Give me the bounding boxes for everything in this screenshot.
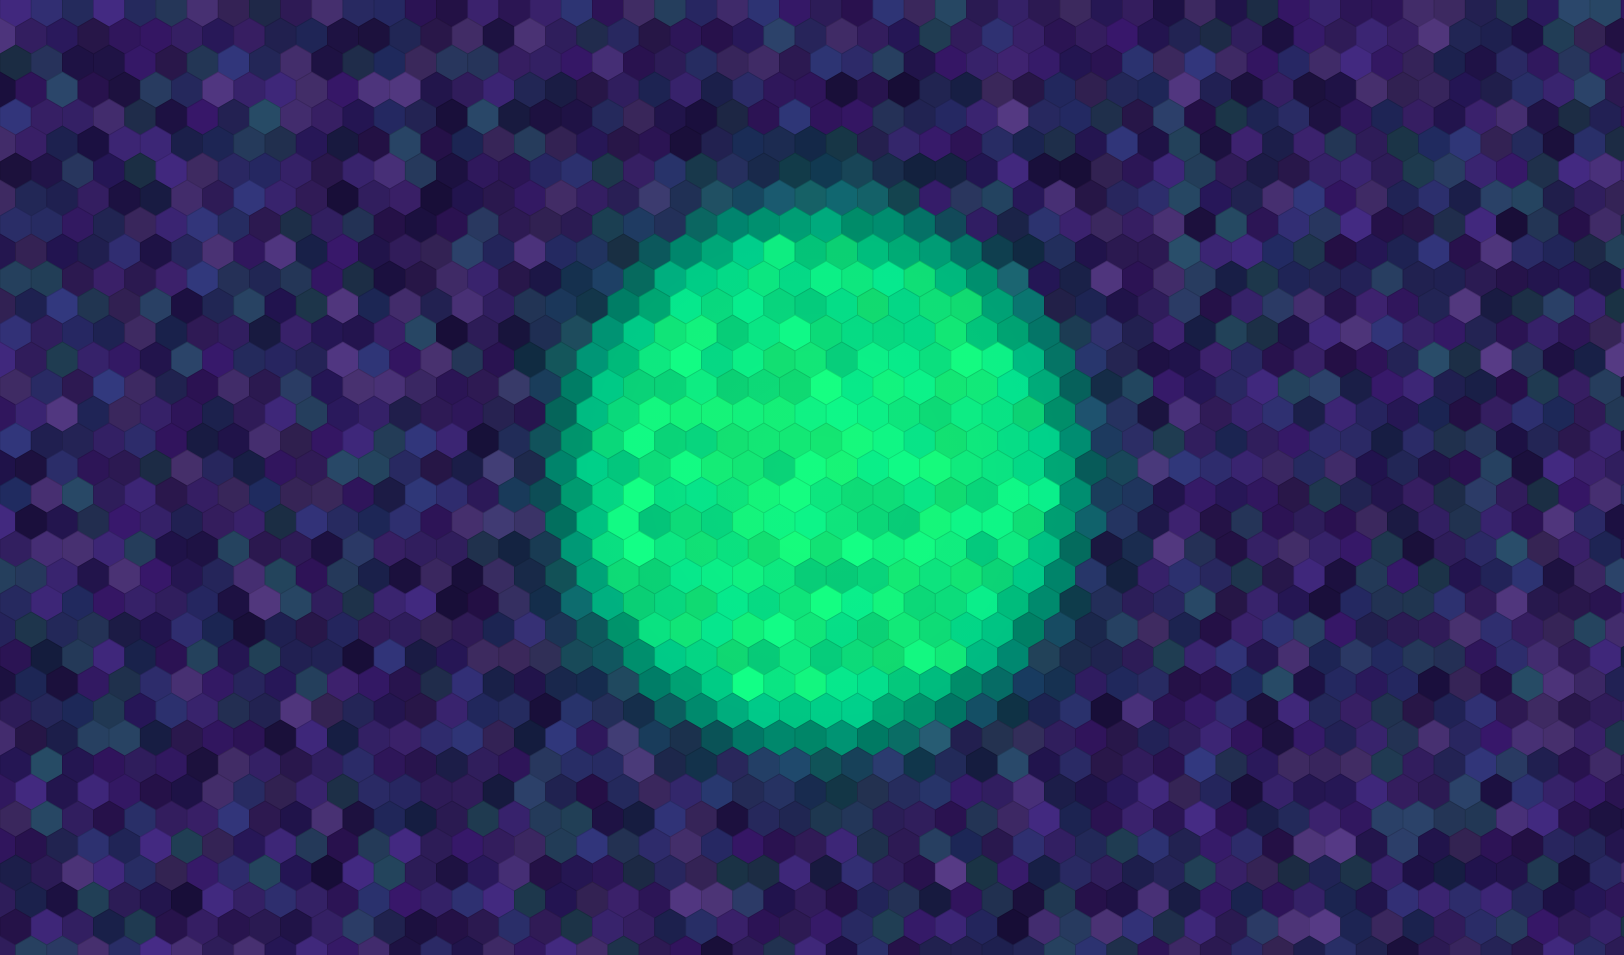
hex-tile <box>389 935 422 955</box>
hex-tile <box>1293 935 1326 955</box>
hex-tile <box>1075 935 1108 955</box>
hex-tile <box>1605 935 1624 955</box>
hex-tile <box>1511 935 1544 955</box>
hex-tile <box>1168 935 1201 955</box>
hex-tile <box>358 935 391 955</box>
hex-tile <box>202 935 235 955</box>
hex-tile <box>1418 935 1451 955</box>
hex-tile <box>576 935 609 955</box>
hex-tile <box>1044 935 1076 955</box>
hex-tile <box>264 935 297 955</box>
hex-tile <box>732 935 765 955</box>
hex-tile <box>919 935 952 955</box>
hex-tile <box>825 935 858 955</box>
hex-tile <box>77 935 110 955</box>
hex-tile <box>1137 935 1170 955</box>
glow-highlight <box>572 224 1068 732</box>
hex-tile <box>295 935 328 955</box>
hex-tile <box>108 935 141 955</box>
hex-tile <box>981 935 1014 955</box>
hex-tile <box>607 935 640 955</box>
hex-tile <box>794 935 827 955</box>
hex-tile <box>1574 935 1606 955</box>
hex-tile <box>1449 935 1482 955</box>
hex-tile <box>326 935 359 955</box>
hex-tile <box>545 935 578 955</box>
hex-tile <box>1387 935 1419 955</box>
hex-tile <box>46 935 79 955</box>
hex-tile <box>482 935 515 955</box>
hex-tile <box>1231 935 1264 955</box>
hex-tile <box>420 935 453 955</box>
hex-tile <box>1355 935 1388 955</box>
hex-tile <box>857 935 889 955</box>
hex-tile <box>451 935 484 955</box>
hex-tile <box>701 935 734 955</box>
hex-tile <box>1542 935 1575 955</box>
hex-tile <box>1012 935 1045 955</box>
hex-tile <box>1324 935 1357 955</box>
hex-tile <box>0 935 17 955</box>
green-glow-region <box>572 224 1068 732</box>
hex-tile <box>233 935 266 955</box>
hex-tile <box>15 935 48 955</box>
hex-tile <box>763 935 796 955</box>
hex-tile <box>514 935 546 955</box>
hex-tile <box>1106 935 1139 955</box>
hex-tile <box>171 935 204 955</box>
hex-tile <box>888 935 921 955</box>
hex-tile <box>950 935 983 955</box>
hex-tile <box>1480 935 1513 955</box>
hex-tile <box>1199 935 1232 955</box>
hex-tile <box>669 935 702 955</box>
hex-tile <box>1262 935 1295 955</box>
hex-tile <box>638 935 671 955</box>
hex-tile <box>139 935 172 955</box>
